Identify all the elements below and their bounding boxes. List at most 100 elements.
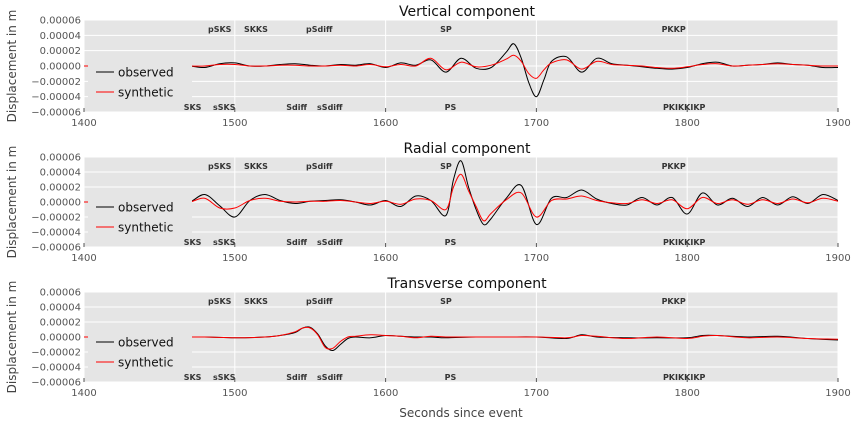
x-tick-label: 1500	[222, 118, 247, 129]
legend: observed synthetic	[88, 332, 192, 374]
x-tick-label: 1400	[71, 253, 96, 264]
x-tick-label: 1700	[524, 118, 549, 129]
y-tick-label: −0.00004	[31, 92, 81, 103]
series-synthetic	[84, 326, 838, 350]
phase-label: PKIKKIKP	[663, 238, 706, 247]
legend: observed synthetic	[88, 197, 192, 239]
x-tick-label: 1500	[222, 253, 247, 264]
phase-label: pSdiff	[306, 162, 333, 171]
x-tick-label: 1600	[373, 253, 398, 264]
y-axis-label: Displacement in m	[5, 10, 19, 123]
y-tick-label: 0.00002	[40, 46, 81, 57]
x-tick-label: 1500	[222, 388, 247, 399]
panel-title: Transverse component	[386, 276, 547, 292]
x-tick-label: 1800	[674, 388, 699, 399]
y-tick-label: −0.00004	[31, 228, 81, 239]
phase-label: Sdiff	[286, 103, 307, 112]
phase-label: sSdiff	[317, 103, 343, 112]
y-tick-label: −0.00004	[31, 363, 81, 374]
x-tick-label: 1900	[825, 388, 850, 399]
y-tick-label: 0.00000	[40, 333, 81, 344]
x-tick-label: 1700	[524, 253, 549, 264]
legend-entry: synthetic	[118, 356, 173, 370]
series-synthetic	[84, 54, 838, 79]
panel-1: pSKS SKKS pSdiff SP PKKP SKS sSKS Sdiff sSdiff PS…	[5, 4, 851, 129]
phase-label: SP	[440, 297, 452, 306]
phase-label: SKS	[184, 373, 202, 382]
phase-label: PKIKKIKP	[663, 373, 706, 382]
legend-box	[88, 62, 192, 104]
phase-label: sSdiff	[317, 238, 343, 247]
phase-label: SKKS	[244, 297, 268, 306]
x-tick-label: 1700	[524, 388, 549, 399]
panel-2: pSKS SKKS pSdiff SP PKKP SKS sSKS Sdiff sSdiff PS…	[5, 141, 851, 264]
phase-label: Sdiff	[286, 238, 307, 247]
phase-label: pSKS	[208, 297, 232, 306]
phase-label: SKS	[184, 103, 202, 112]
phase-label: PS	[445, 103, 457, 112]
y-tick-label: 0.00002	[40, 183, 81, 194]
x-tick-label: 1400	[71, 388, 96, 399]
phase-label: pSKS	[208, 162, 232, 171]
phase-label: Sdiff	[286, 373, 307, 382]
y-tick-label: 0.00002	[40, 318, 81, 329]
panel-title: Radial component	[404, 141, 531, 157]
legend-box	[88, 197, 192, 239]
legend-entry: observed	[118, 66, 174, 80]
phase-label: PS	[445, 373, 457, 382]
y-tick-label: 0.00004	[40, 31, 81, 42]
legend: observed synthetic	[88, 62, 192, 104]
y-tick-label: −0.00006	[31, 243, 81, 254]
x-tick-label: 1600	[373, 388, 398, 399]
legend-entry: observed	[118, 336, 174, 350]
y-tick-label: 0.00004	[40, 303, 81, 314]
phase-label: sSKS	[213, 103, 236, 112]
y-tick-label: −0.00002	[31, 348, 81, 359]
x-tick-label: 1900	[825, 253, 850, 264]
phase-label: sSKS	[213, 238, 236, 247]
phase-label: pSKS	[208, 25, 232, 34]
phase-label: SKKS	[244, 25, 268, 34]
panel-3: pSKS SKKS pSdiff SP PKKP SKS sSKS Sdiff sSdiff PS…	[5, 276, 851, 420]
phase-label: PKKP	[662, 162, 686, 171]
x-tick-label: 1800	[674, 253, 699, 264]
y-tick-label: 0.00000	[40, 62, 81, 73]
phase-label: PKKP	[662, 297, 686, 306]
series-observed	[84, 43, 838, 98]
phase-label: PS	[445, 238, 457, 247]
x-tick-label: 1900	[825, 118, 850, 129]
phase-label: pSdiff	[306, 297, 333, 306]
series-synthetic	[84, 173, 838, 222]
panel-title: Vertical component	[399, 4, 536, 20]
phase-label: sSKS	[213, 373, 236, 382]
phase-label: SKKS	[244, 162, 268, 171]
legend-entry: observed	[118, 201, 174, 215]
x-tick-label: 1600	[373, 118, 398, 129]
y-tick-label: 0.00006	[40, 16, 81, 27]
legend-entry: synthetic	[118, 221, 173, 235]
y-tick-label: 0.00000	[40, 198, 81, 209]
phase-label: PKKP	[662, 25, 686, 34]
x-tick-label: 1800	[674, 118, 699, 129]
y-tick-label: 0.00006	[40, 288, 81, 299]
phase-label: sSdiff	[317, 373, 343, 382]
y-tick-label: 0.00006	[40, 153, 81, 164]
y-tick-label: −0.00002	[31, 213, 81, 224]
phase-label: PKIKKIKP	[663, 103, 706, 112]
y-tick-label: −0.00002	[31, 77, 81, 88]
legend-entry: synthetic	[118, 86, 173, 100]
series-observed	[84, 160, 838, 226]
y-tick-label: 0.00004	[40, 168, 81, 179]
y-tick-label: −0.00006	[31, 378, 81, 389]
phase-label: SP	[440, 25, 452, 34]
y-tick-label: −0.00006	[31, 108, 81, 119]
phase-label: SKS	[184, 238, 202, 247]
phase-label: pSdiff	[306, 25, 333, 34]
phase-label: SP	[440, 162, 452, 171]
x-tick-label: 1400	[71, 118, 96, 129]
y-axis-label: Displacement in m	[5, 146, 19, 259]
legend-box	[88, 332, 192, 374]
x-axis-label: Seconds since event	[399, 406, 523, 420]
y-axis-label: Displacement in m	[5, 281, 19, 394]
